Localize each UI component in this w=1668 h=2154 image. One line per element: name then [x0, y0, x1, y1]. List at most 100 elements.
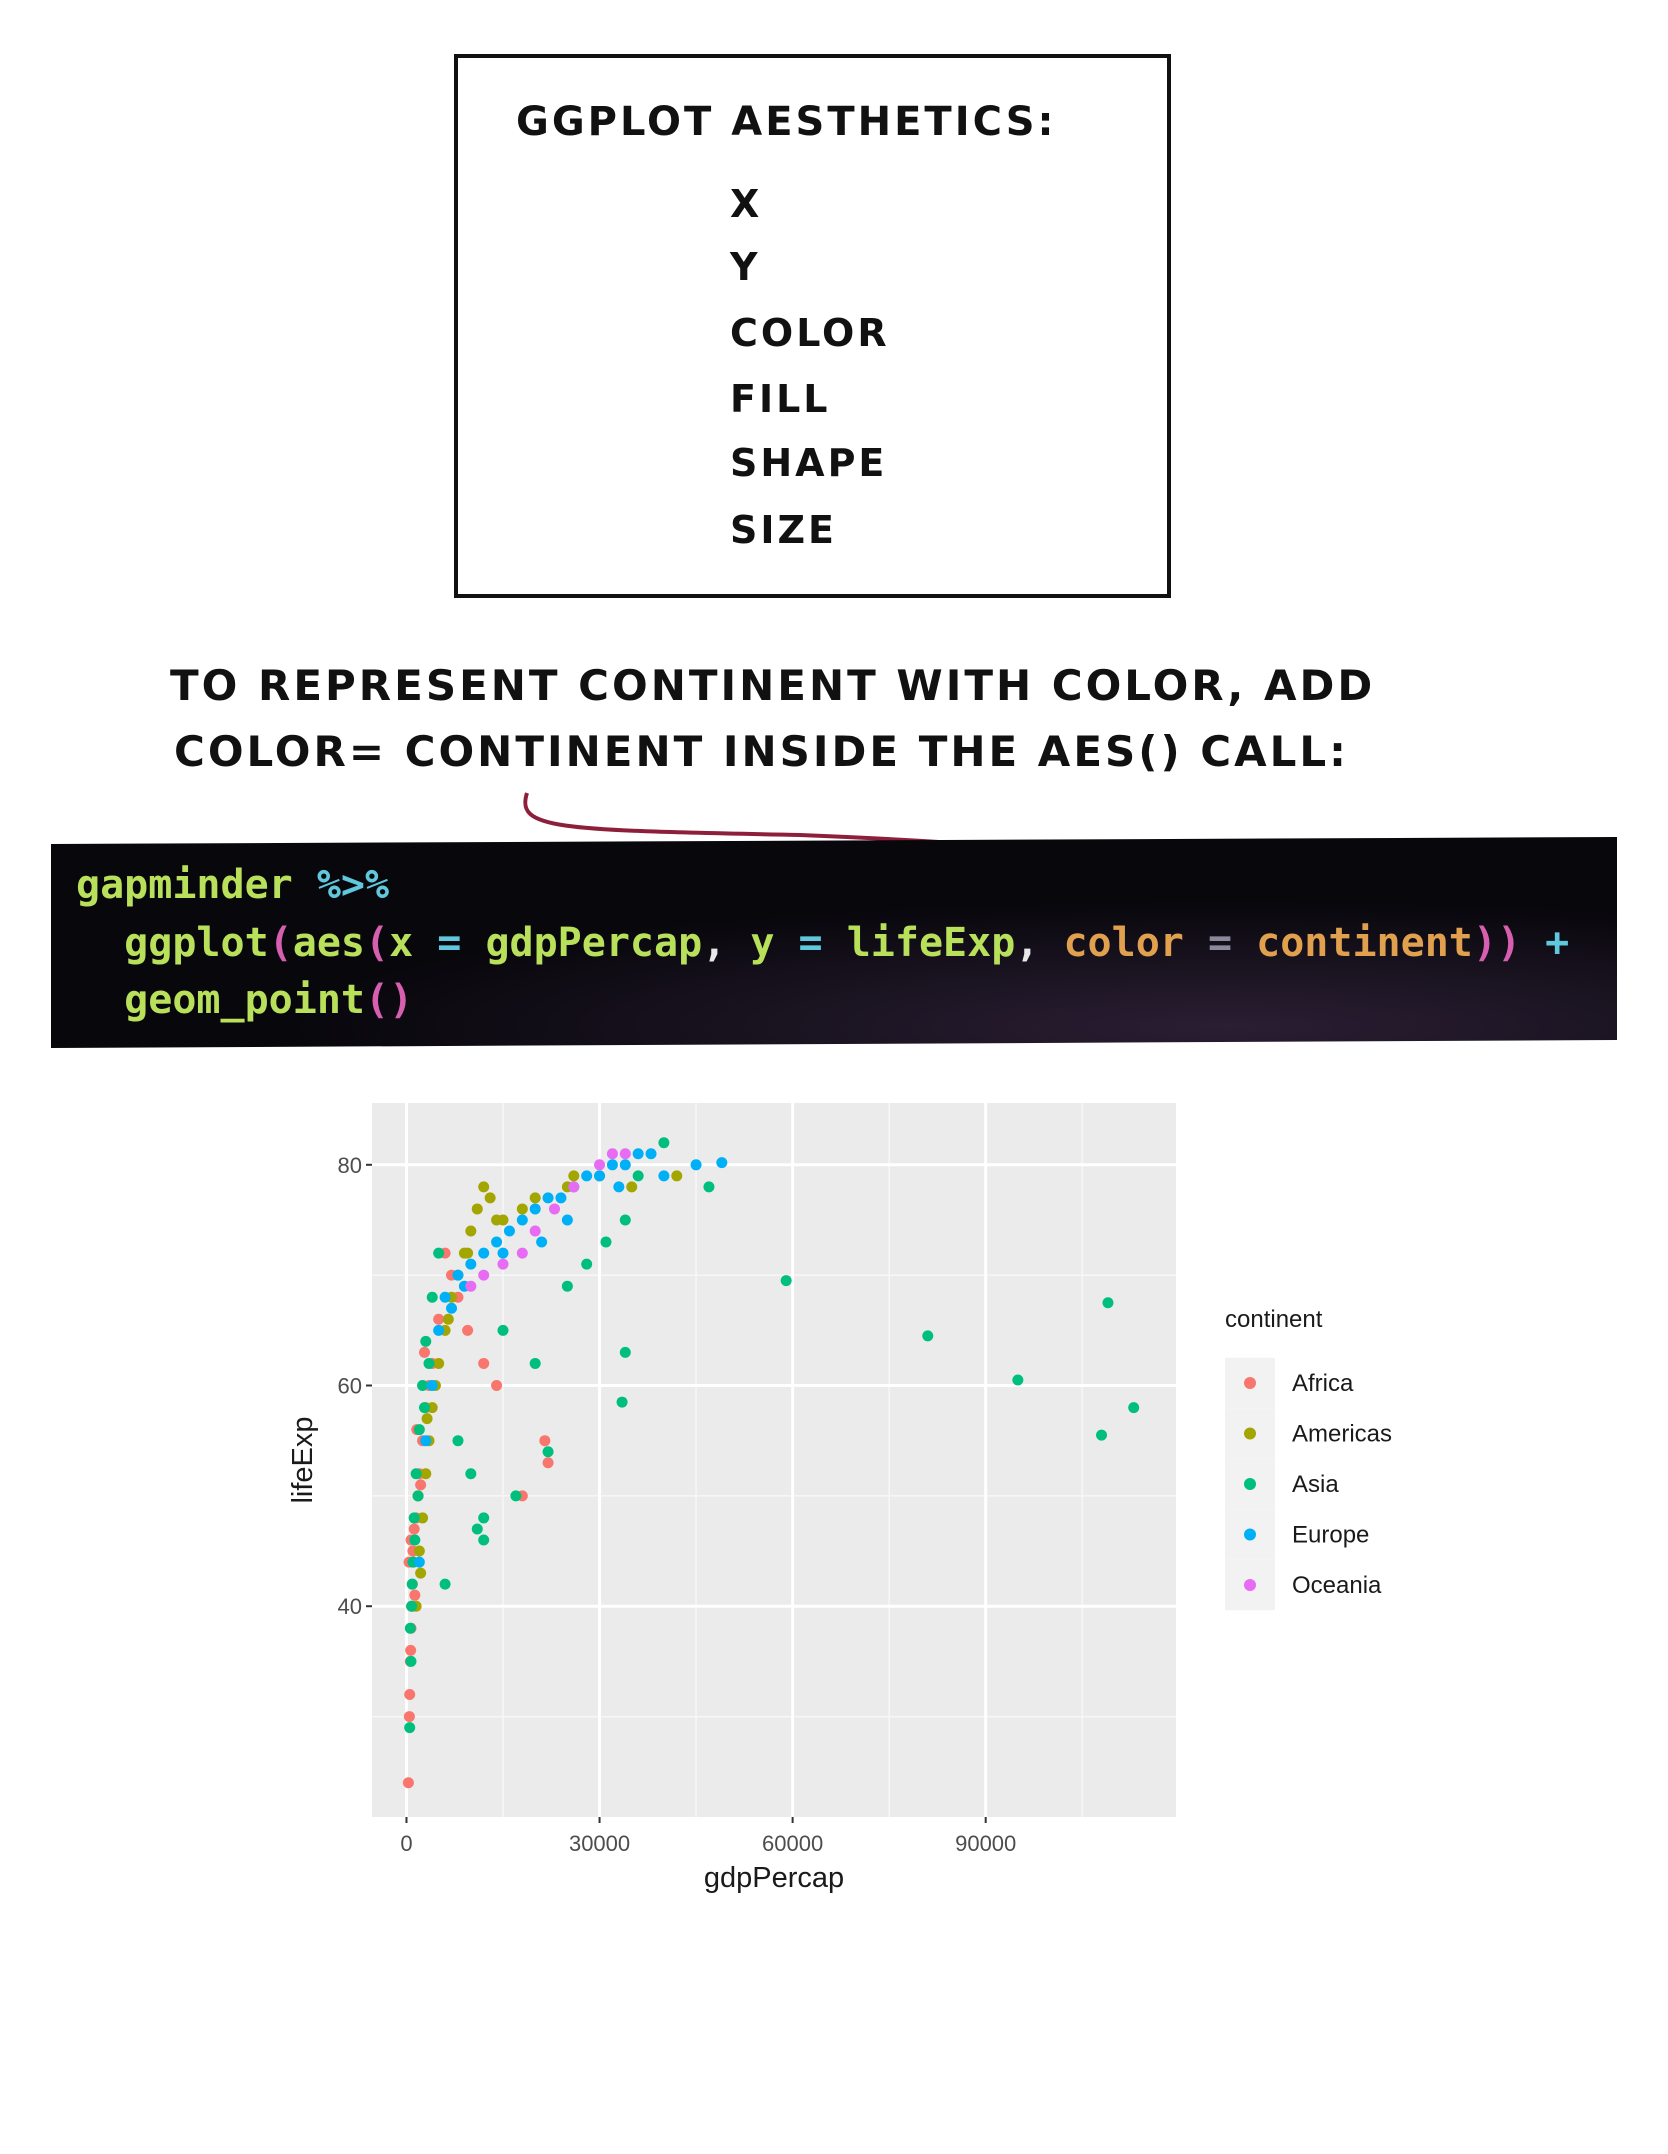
- point: [491, 1380, 503, 1392]
- chart: 0 30000 60000 90000 40 60 80 gdpPercap lifeExp co…: [287, 1103, 1392, 1894]
- code-token: ,: [702, 920, 750, 966]
- point: [632, 1148, 644, 1160]
- plot-panel: [372, 1103, 1176, 1817]
- point: [478, 1181, 490, 1193]
- box-item: FILL: [730, 377, 831, 421]
- point: [529, 1203, 541, 1215]
- legend-label: Americas: [1292, 1421, 1392, 1448]
- point: [478, 1512, 490, 1524]
- y-axis-title: lifeExp: [287, 1416, 319, 1503]
- code-token: =: [413, 920, 485, 966]
- point: [415, 1479, 427, 1491]
- box-item: SIZE: [730, 508, 837, 552]
- y-tick-label: 80: [338, 1153, 362, 1178]
- point: [613, 1181, 625, 1193]
- point: [423, 1357, 435, 1369]
- point: [716, 1157, 728, 1169]
- code-token: gapminder: [76, 862, 293, 908]
- legend-marker: [1244, 1377, 1256, 1389]
- point: [413, 1545, 425, 1557]
- point: [619, 1214, 631, 1226]
- x-axis-title: gdpPercap: [704, 1862, 844, 1894]
- legend-label: Africa: [1292, 1370, 1354, 1397]
- code-token: ,: [1015, 920, 1063, 966]
- point: [561, 1280, 573, 1292]
- code-token: (: [365, 920, 389, 966]
- point: [478, 1247, 490, 1259]
- point: [413, 1556, 425, 1568]
- point: [465, 1280, 477, 1292]
- point: [542, 1192, 554, 1204]
- y-tick-label: 40: [338, 1594, 362, 1619]
- point: [405, 1644, 417, 1656]
- point: [548, 1203, 560, 1215]
- x-tick-label: 90000: [955, 1831, 1016, 1856]
- point: [555, 1192, 567, 1204]
- code-line: gapminder %>%: [76, 862, 389, 908]
- point: [581, 1258, 593, 1270]
- code-token: y: [750, 920, 774, 966]
- code-token: color: [1063, 920, 1183, 966]
- point: [497, 1247, 509, 1259]
- point: [581, 1170, 593, 1182]
- point: [780, 1275, 792, 1287]
- point: [542, 1446, 554, 1458]
- point: [408, 1512, 420, 1524]
- point: [1102, 1297, 1114, 1309]
- point: [690, 1159, 702, 1171]
- code-token: x: [389, 920, 413, 966]
- point: [568, 1170, 580, 1182]
- point: [1096, 1429, 1108, 1441]
- legend-label: Oceania: [1292, 1572, 1382, 1599]
- point: [626, 1181, 638, 1193]
- point: [418, 1346, 430, 1358]
- point: [497, 1324, 509, 1336]
- code-token: %>%: [293, 862, 389, 908]
- point: [410, 1468, 422, 1480]
- point: [594, 1170, 606, 1182]
- point: [446, 1302, 458, 1314]
- point: [616, 1396, 628, 1408]
- point: [403, 1711, 415, 1723]
- point: [529, 1192, 541, 1204]
- point: [404, 1689, 416, 1701]
- legend-label: Europe: [1292, 1522, 1369, 1549]
- point: [529, 1225, 541, 1237]
- code-token: lifeExp: [847, 920, 1016, 966]
- code-token: +: [1521, 920, 1569, 966]
- point: [594, 1159, 606, 1171]
- point: [433, 1357, 445, 1369]
- point: [421, 1413, 433, 1425]
- point: [409, 1589, 421, 1601]
- point: [402, 1777, 414, 1789]
- point: [561, 1214, 573, 1226]
- code-token: geom_point: [76, 977, 365, 1023]
- point: [426, 1380, 438, 1392]
- aesthetics-box: [454, 54, 1171, 598]
- point: [922, 1330, 934, 1342]
- point: [408, 1523, 420, 1535]
- box-item: COLOR: [730, 311, 890, 355]
- point: [497, 1258, 509, 1270]
- box-title: GGPLOT AESTHETICS:: [516, 99, 1057, 145]
- box-item: SHAPE: [730, 441, 887, 485]
- point: [516, 1247, 528, 1259]
- point: [439, 1578, 451, 1590]
- legend-marker: [1244, 1427, 1256, 1440]
- point: [412, 1490, 424, 1502]
- point: [1012, 1374, 1024, 1386]
- point: [516, 1203, 528, 1215]
- point: [703, 1181, 715, 1193]
- point: [491, 1236, 503, 1248]
- code-line: geom_point(): [76, 977, 413, 1023]
- point: [645, 1148, 657, 1160]
- point: [632, 1170, 644, 1182]
- point: [484, 1192, 496, 1204]
- y-tick-label: 60: [338, 1374, 362, 1399]
- point: [404, 1722, 416, 1734]
- point: [539, 1435, 551, 1447]
- point: [1128, 1402, 1140, 1414]
- point: [503, 1225, 515, 1237]
